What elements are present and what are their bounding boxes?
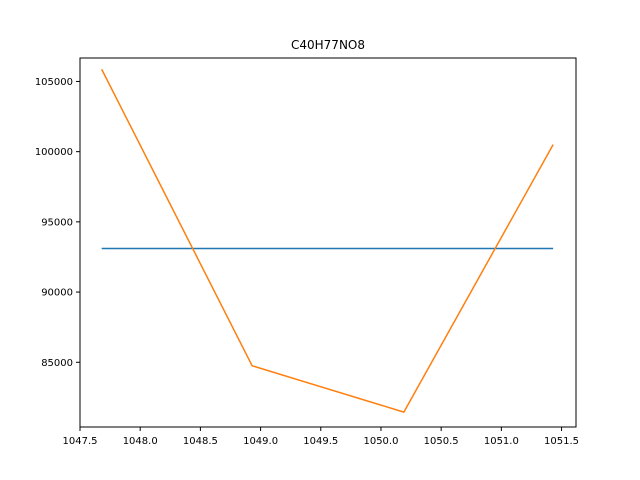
plot-area-frame [79,57,577,428]
x-tick-label: 1048.0 [123,436,158,447]
x-tick-label: 1049.0 [243,436,278,447]
x-axis: 1047.5 1048.0 1048.5 1049.0 1049.5 1050.0 1050… [63,427,579,447]
x-tick-label: 1049.5 [303,436,338,447]
y-tick-label: 105000 [35,77,73,88]
y-tick-label: 90000 [41,288,73,299]
x-tick-label: 1051.5 [544,436,579,447]
series-layer [101,68,554,413]
y-axis: 85000 90000 95000 100000 105000 [35,77,80,369]
x-tick-label: 1051.0 [484,436,519,447]
y-tick-label: 95000 [41,217,73,228]
y-tick-label: 85000 [41,358,73,369]
series-line-2 [101,68,554,413]
x-tick-label: 1047.5 [63,436,98,447]
x-tick-label: 1050.0 [363,436,398,447]
x-tick-label: 1048.5 [183,436,218,447]
y-tick-label: 100000 [35,147,73,158]
chart-title: C40H77NO8 [291,38,365,52]
x-tick-label: 1050.5 [424,436,459,447]
